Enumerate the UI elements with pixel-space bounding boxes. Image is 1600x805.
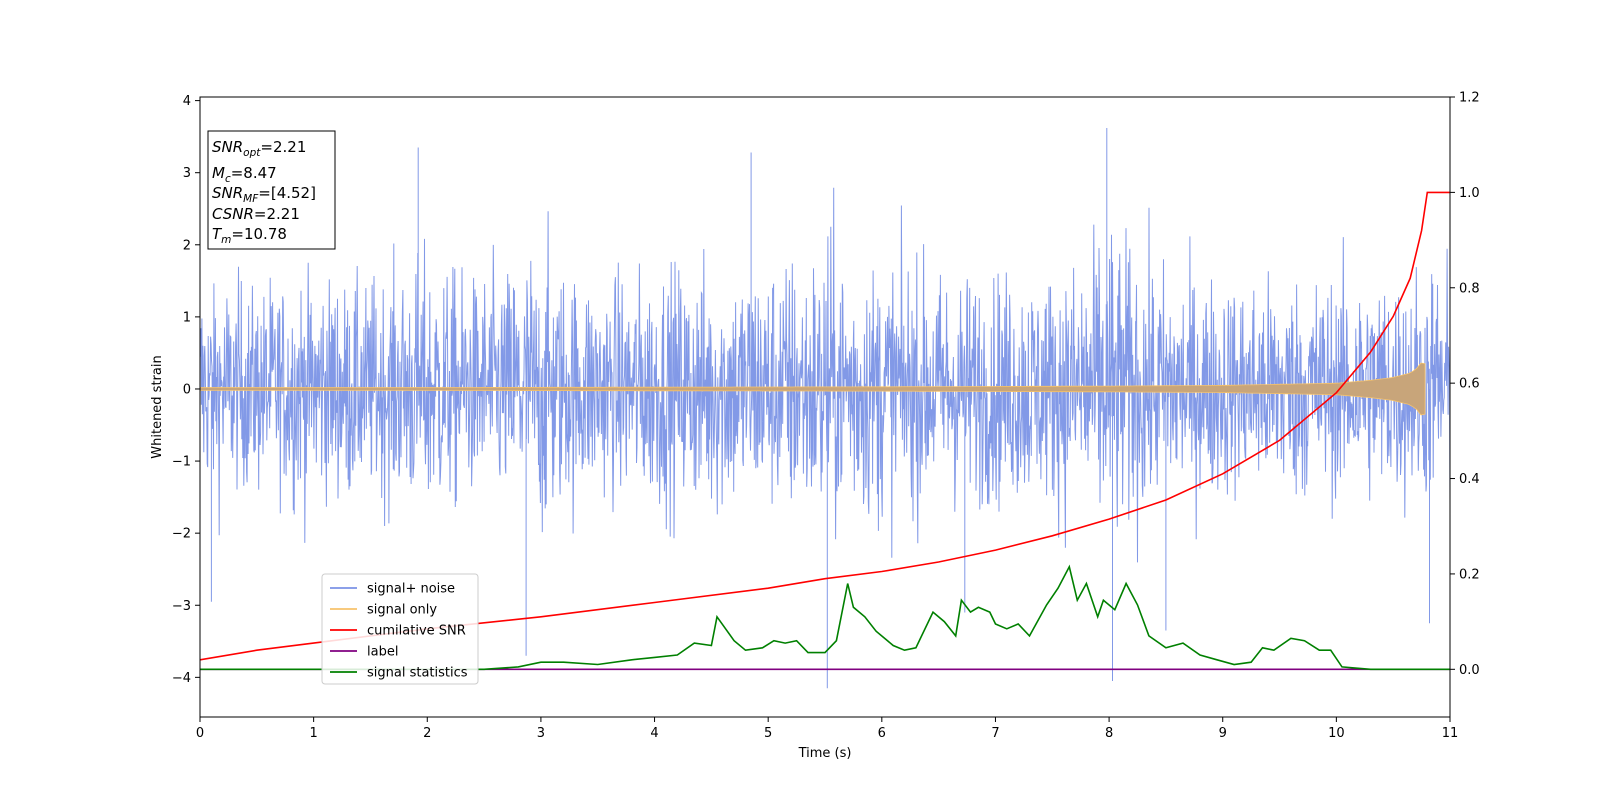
plot-frame [199, 96, 1451, 718]
series-signal-statistics [200, 564, 1450, 671]
info-mc: Mc=8.47 [212, 164, 277, 185]
x-tick-label: 8 [1105, 726, 1113, 741]
legend-frame [321, 573, 479, 685]
y-right-tick-label: 0.8 [1459, 281, 1480, 296]
axes-layer: 0 1 2 3 4 5 6 7 8 9 10 1143210−1−2−3−41.21.00.80.60… [172, 91, 1480, 742]
legend-label: signal only [367, 603, 437, 618]
y-right-tick-label: 0.6 [1459, 377, 1480, 392]
y-right-tick-label: 1.2 [1459, 91, 1480, 106]
legend-label: cumilative SNR [367, 624, 466, 639]
y-right-tick-label: 0.4 [1459, 472, 1480, 487]
legend-label: signal statistics [367, 666, 468, 681]
info-tm: Tm=10.78 [212, 225, 287, 246]
y-left-tick-label: 4 [183, 94, 191, 109]
signal-noise-layer [200, 128, 1450, 689]
y-left-tick-label: 3 [183, 166, 191, 181]
x-tick-label: 5 [764, 726, 772, 741]
x-tick-label: 9 [1219, 726, 1227, 741]
series-signal-noise [200, 128, 1450, 689]
y-left-tick-label: 0 [183, 382, 191, 397]
info-box: SNRopt=2.21 Mc=8.47 SNRMF=[4.52] CSNR=2.… [207, 130, 336, 250]
legend-label: signal+ noise [367, 582, 455, 597]
x-tick-label: 3 [537, 726, 545, 741]
y-left-tick-label: −4 [172, 671, 191, 686]
x-tick-label: 11 [1442, 726, 1459, 741]
y-left-tick-label: 2 [183, 238, 191, 253]
x-tick-label: 0 [196, 726, 204, 741]
y-left-tick-label: −2 [172, 527, 191, 542]
signal-only-layer [200, 362, 1426, 416]
y-right-tick-label: 1.0 [1459, 186, 1480, 201]
y-right-tick-label: 0.2 [1459, 567, 1480, 582]
y-axis-label: Whitened strain [150, 355, 165, 458]
y-right-tick-label: 0.0 [1459, 663, 1480, 678]
x-tick-label: 6 [878, 726, 886, 741]
x-tick-label: 4 [650, 726, 658, 741]
legend-label: label [367, 645, 398, 660]
y-left-tick-label: 1 [183, 310, 191, 325]
info-snr-mf: SNRMF=[4.52] [212, 184, 316, 205]
legend: signal+ noise signal only cumilative SNR la… [321, 573, 479, 685]
series-cumulative-snr [200, 191, 1450, 661]
x-tick-label: 2 [423, 726, 431, 741]
info-csnr: CSNR=2.21 [212, 205, 300, 223]
x-tick-label: 7 [991, 726, 999, 741]
x-axis-label: Time (s) [798, 746, 852, 761]
series-signal-only [200, 362, 1426, 416]
x-tick-label: 1 [309, 726, 317, 741]
x-tick-label: 10 [1328, 726, 1345, 741]
info-box-frame [207, 130, 336, 250]
info-snr-opt: SNRopt=2.21 [212, 138, 306, 159]
y-left-tick-label: −3 [172, 599, 191, 614]
y-left-tick-label: −1 [172, 455, 191, 470]
